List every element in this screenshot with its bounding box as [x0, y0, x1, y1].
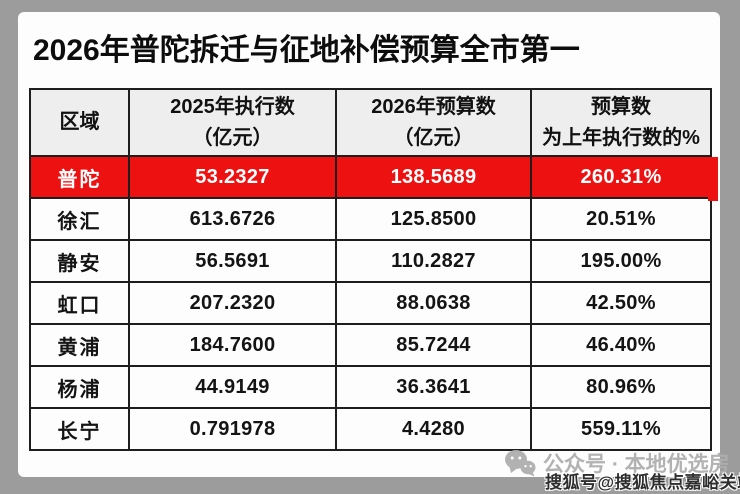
ratio-cell: 260.31%: [530, 155, 712, 199]
ratio-cell: 195.00%: [530, 239, 712, 283]
exec-2025-cell: 56.5691: [128, 239, 337, 283]
ratio-cell: 46.40%: [530, 323, 712, 367]
header-line: 预算数: [591, 95, 651, 118]
exec-2025-cell: 613.6726: [128, 197, 337, 241]
exec-2025-cell: 53.2327: [128, 155, 337, 199]
header-line: （亿元）: [393, 126, 474, 149]
table-row-hongkou: 虹口 207.2320 88.0638 42.50%: [29, 281, 712, 325]
header-line: 为上年执行数的%: [542, 126, 700, 149]
header-line: 2026年预算数: [371, 95, 496, 118]
table-row-changning: 长宁 0.791978 4.4280 559.11%: [29, 407, 712, 451]
column-header-ratio: 预算数 为上年执行数的%: [530, 88, 712, 157]
column-header-region: 区域: [29, 88, 130, 157]
table-row-xuhui: 徐汇 613.6726 125.8500 20.51%: [29, 197, 712, 241]
header-line: 2025年执行数: [170, 95, 295, 118]
exec-2025-cell: 0.791978: [128, 407, 337, 451]
table-row-putuo: 普陀 53.2327 138.5689 260.31%: [29, 155, 712, 199]
budget-table: 区域 2025年执行数 （亿元） 2026年预算数 （亿元） 预算数 为上年执行…: [29, 88, 712, 451]
ratio-cell: 80.96%: [530, 365, 712, 409]
region-cell: 徐汇: [29, 197, 130, 241]
region-cell: 黄浦: [29, 323, 130, 367]
exec-2025-cell: 207.2320: [128, 281, 337, 325]
budget-2026-cell: 88.0638: [335, 281, 532, 325]
exec-2025-cell: 184.7600: [128, 323, 337, 367]
table-row-huangpu: 黄浦 184.7600 85.7244 46.40%: [29, 323, 712, 367]
ratio-cell: 559.11%: [530, 407, 712, 451]
highlight-row-overflow: [708, 157, 718, 201]
budget-2026-cell: 4.4280: [335, 407, 532, 451]
region-cell: 杨浦: [29, 365, 130, 409]
header-line: 区域: [59, 111, 100, 133]
content-card: 2026年普陀拆迁与征地补偿预算全市第一 区域 2025年执行数 （亿元） 20…: [18, 12, 730, 477]
table-header-row: 区域 2025年执行数 （亿元） 2026年预算数 （亿元） 预算数 为上年执行…: [29, 88, 712, 157]
wechat-watermark: 公众号 · 本地优选房: [504, 448, 730, 478]
table-row-yangpu: 杨浦 44.9149 36.3641 80.96%: [29, 365, 712, 409]
exec-2025-cell: 44.9149: [128, 365, 337, 409]
wechat-icon: [505, 450, 536, 477]
sohu-watermark: 搜狐号@搜狐焦点嘉峪关站: [545, 473, 740, 492]
table-row-jingan: 静安 56.5691 110.2827 195.00%: [29, 239, 712, 283]
wechat-watermark-text: 公众号 · 本地优选房: [543, 453, 730, 476]
column-header-exec-2025: 2025年执行数 （亿元）: [128, 88, 337, 157]
budget-2026-cell: 85.7244: [335, 323, 532, 367]
ratio-cell: 42.50%: [530, 281, 712, 325]
ratio-cell: 20.51%: [530, 197, 712, 241]
page-title: 2026年普陀拆迁与征地补偿预算全市第一: [33, 34, 580, 67]
header-line: （亿元）: [192, 126, 273, 149]
budget-2026-cell: 138.5689: [335, 155, 532, 199]
region-cell: 普陀: [29, 155, 130, 199]
region-cell: 静安: [29, 239, 130, 283]
column-header-budget-2026: 2026年预算数 （亿元）: [335, 88, 532, 157]
budget-2026-cell: 36.3641: [335, 365, 532, 409]
region-cell: 长宁: [29, 407, 130, 451]
budget-2026-cell: 110.2827: [335, 239, 532, 283]
region-cell: 虹口: [29, 281, 130, 325]
budget-2026-cell: 125.8500: [335, 197, 532, 241]
